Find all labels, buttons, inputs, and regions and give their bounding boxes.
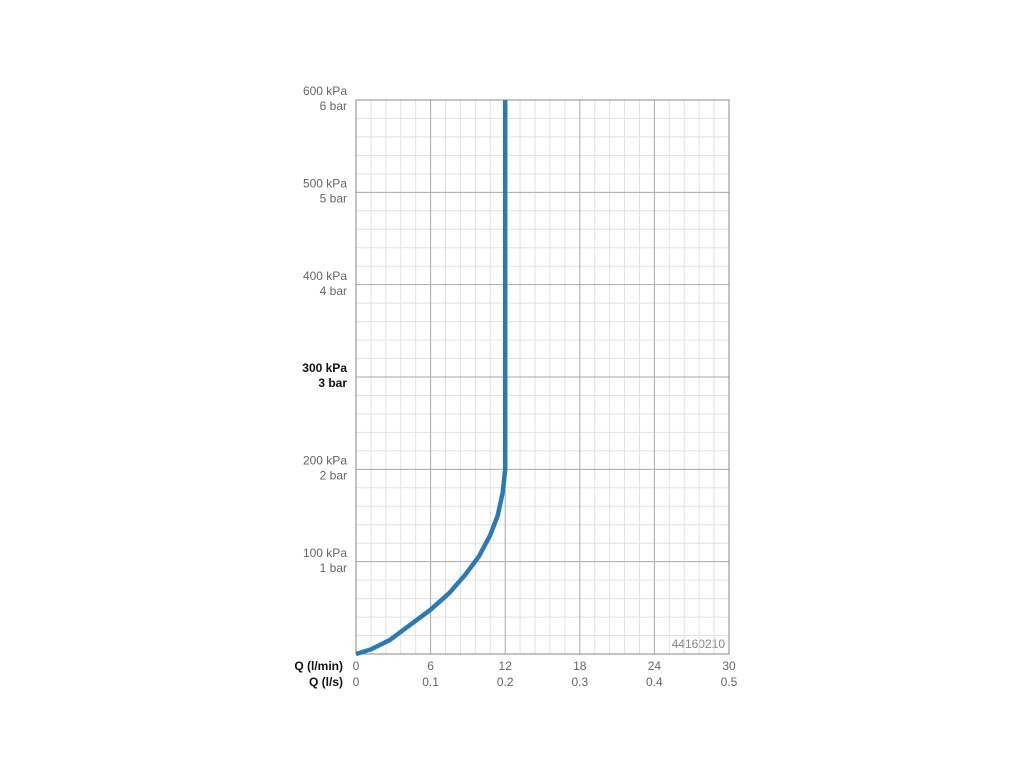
annotation: 44160210 bbox=[672, 637, 726, 651]
x-tick-label: 6 bbox=[427, 659, 434, 673]
x-tick-label: 12 bbox=[499, 659, 513, 673]
x2-tick-label: 0.1 bbox=[422, 675, 439, 689]
y2-tick-label: 6 bar bbox=[320, 99, 347, 113]
plot-frame bbox=[355, 99, 730, 655]
y-tick-label: 600 kPa bbox=[303, 84, 347, 98]
x2-tick-label: 0 bbox=[353, 675, 360, 689]
x2-axis-label: Q (l/s) bbox=[309, 675, 343, 689]
y2-tick-label: 5 bar bbox=[320, 192, 347, 206]
x-tick-label: 0 bbox=[353, 659, 360, 673]
y-tick-label: 300 kPa bbox=[302, 361, 347, 375]
x2-tick-label: 0.3 bbox=[571, 675, 588, 689]
x-axis-label: Q (l/min) bbox=[294, 659, 343, 673]
y-tick-label: 500 kPa bbox=[303, 177, 347, 191]
y2-tick-label: 2 bar bbox=[320, 469, 347, 483]
x-tick-label: 24 bbox=[648, 659, 662, 673]
y2-tick-label: 1 bar bbox=[320, 561, 347, 575]
y2-tick-label: 4 bar bbox=[320, 284, 347, 298]
x2-tick-label: 0.5 bbox=[721, 675, 738, 689]
y2-tick-label: 3 bar bbox=[318, 376, 347, 390]
x-tick-label: 30 bbox=[722, 659, 736, 673]
x2-tick-label: 0.2 bbox=[497, 675, 514, 689]
y-tick-label: 100 kPa bbox=[303, 546, 347, 560]
y-tick-label: 400 kPa bbox=[303, 269, 347, 283]
y-tick-label: 200 kPa bbox=[303, 454, 347, 468]
curve bbox=[355, 100, 508, 657]
x2-tick-label: 0.4 bbox=[646, 675, 663, 689]
x-tick-label: 18 bbox=[573, 659, 587, 673]
